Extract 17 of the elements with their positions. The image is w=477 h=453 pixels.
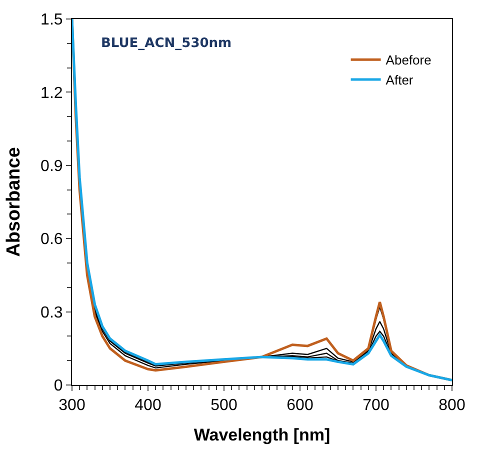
legend-label: After — [386, 72, 414, 88]
x-tick-label: 500 — [210, 397, 238, 414]
y-tick-label: 0 — [54, 378, 63, 395]
y-tick-label: 1.5 — [40, 12, 63, 29]
y-axis-title: Absorbance — [3, 147, 24, 257]
y-tick-label: 0.6 — [40, 231, 63, 248]
x-tick-label: 300 — [58, 397, 86, 414]
x-axis-title: Wavelength [nm] — [194, 426, 330, 445]
x-tick-label: 700 — [362, 397, 390, 414]
legend-label: Abefore — [386, 52, 432, 68]
text: BLUE_ACN_530nm — [101, 36, 232, 51]
y-tick-label: 0.9 — [40, 158, 63, 175]
y-tick-label: 1.2 — [40, 84, 63, 102]
y-tick-label: 0.3 — [40, 304, 63, 322]
x-tick-label: 600 — [286, 397, 314, 414]
x-tick-label: 400 — [134, 397, 162, 414]
x-tick-label: 800 — [438, 397, 466, 414]
